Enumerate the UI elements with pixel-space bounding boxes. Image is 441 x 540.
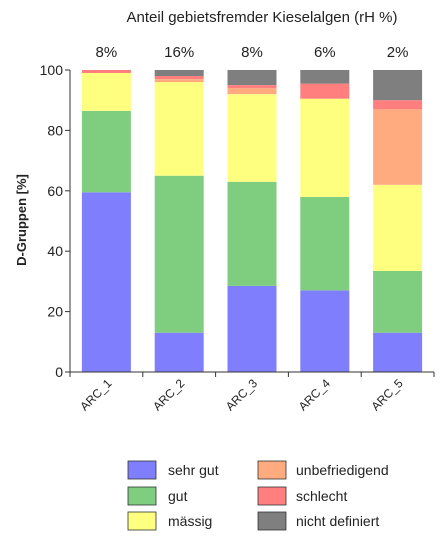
bar-segment-arc-1-0 bbox=[81, 192, 131, 372]
bar-segment-arc-4-4 bbox=[300, 83, 350, 99]
y-tick-label-40: 40 bbox=[47, 243, 63, 259]
bars-group bbox=[81, 70, 423, 372]
legend-label-mässig: mässig bbox=[168, 513, 212, 529]
legend-swatch-schlecht bbox=[257, 486, 287, 506]
x-tick-label-arc-3: ARC_3 bbox=[223, 376, 260, 413]
legend-swatch-nicht-definiert bbox=[257, 511, 287, 531]
legend-swatch-sehr-gut bbox=[127, 460, 157, 480]
legend-swatch-mässig bbox=[127, 511, 157, 531]
legend-label-schlecht: schlecht bbox=[296, 488, 347, 504]
legend-label-nicht-definiert: nicht definiert bbox=[296, 513, 379, 529]
top-label-arc-5: 2% bbox=[387, 44, 409, 61]
y-tick-label-20: 20 bbox=[47, 304, 63, 320]
bar-segment-arc-4-2 bbox=[300, 98, 350, 197]
bar-segment-arc-2-3 bbox=[154, 79, 204, 83]
bar-segment-arc-1-1 bbox=[81, 110, 131, 193]
legend-swatch-unbefriedigend bbox=[257, 460, 287, 480]
y-tick-label-80: 80 bbox=[47, 122, 63, 138]
bar-segment-arc-5-5 bbox=[373, 70, 423, 101]
x-tick-label-arc-1: ARC_1 bbox=[77, 376, 114, 413]
legend-label-unbefriedigend: unbefriedigend bbox=[296, 462, 389, 478]
legend-swatch-gut bbox=[127, 486, 157, 506]
y-tick-label-60: 60 bbox=[47, 183, 63, 199]
top-label-arc-3: 8% bbox=[241, 44, 263, 61]
chart-title: Anteil gebietsfremder Kieselalgen (rH %) bbox=[127, 9, 398, 26]
legend: sehr gut gut mässig unbefriedigend schlecht n… bbox=[127, 460, 389, 531]
bar-segment-arc-3-1 bbox=[227, 181, 277, 286]
bar-segment-arc-5-4 bbox=[373, 100, 423, 110]
bar-segment-arc-3-2 bbox=[227, 94, 277, 182]
x-tick-label-arc-5: ARC_5 bbox=[368, 376, 405, 413]
bar-segment-arc-3-0 bbox=[227, 285, 277, 372]
bar-segment-arc-2-4 bbox=[154, 76, 204, 79]
bar-segment-arc-3-3 bbox=[227, 88, 277, 95]
x-tick-label-arc-4: ARC_4 bbox=[296, 376, 333, 413]
x-tick-label-arc-2: ARC_2 bbox=[150, 376, 187, 413]
bar-segment-arc-1-4 bbox=[81, 70, 131, 73]
legend-label-sehr-gut: sehr gut bbox=[168, 462, 219, 478]
y-tick-label-100: 100 bbox=[40, 62, 64, 78]
bar-segment-arc-5-2 bbox=[373, 184, 423, 271]
bar-segment-arc-4-5 bbox=[300, 70, 350, 84]
bar-segment-arc-4-0 bbox=[300, 290, 350, 372]
top-label-arc-4: 6% bbox=[314, 44, 336, 61]
bar-segment-arc-5-1 bbox=[373, 270, 423, 333]
bar-segment-arc-5-3 bbox=[373, 109, 423, 185]
legend-label-gut: gut bbox=[168, 488, 188, 504]
bar-segment-arc-3-5 bbox=[227, 70, 277, 86]
top-label-arc-1: 8% bbox=[96, 44, 118, 61]
bar-segment-arc-2-5 bbox=[154, 70, 204, 76]
bar-segment-arc-2-0 bbox=[154, 332, 204, 372]
bar-segment-arc-5-0 bbox=[373, 332, 423, 372]
y-tick-label-0: 0 bbox=[55, 364, 63, 380]
bar-segment-arc-3-4 bbox=[227, 85, 277, 89]
top-label-arc-2: 16% bbox=[164, 44, 194, 61]
bar-segment-arc-1-2 bbox=[81, 73, 131, 111]
y-axis-label: D-Gruppen [%] bbox=[14, 174, 29, 266]
bar-segment-arc-2-1 bbox=[154, 175, 204, 333]
bar-segment-arc-4-1 bbox=[300, 196, 350, 291]
bar-segment-arc-2-2 bbox=[154, 82, 204, 176]
